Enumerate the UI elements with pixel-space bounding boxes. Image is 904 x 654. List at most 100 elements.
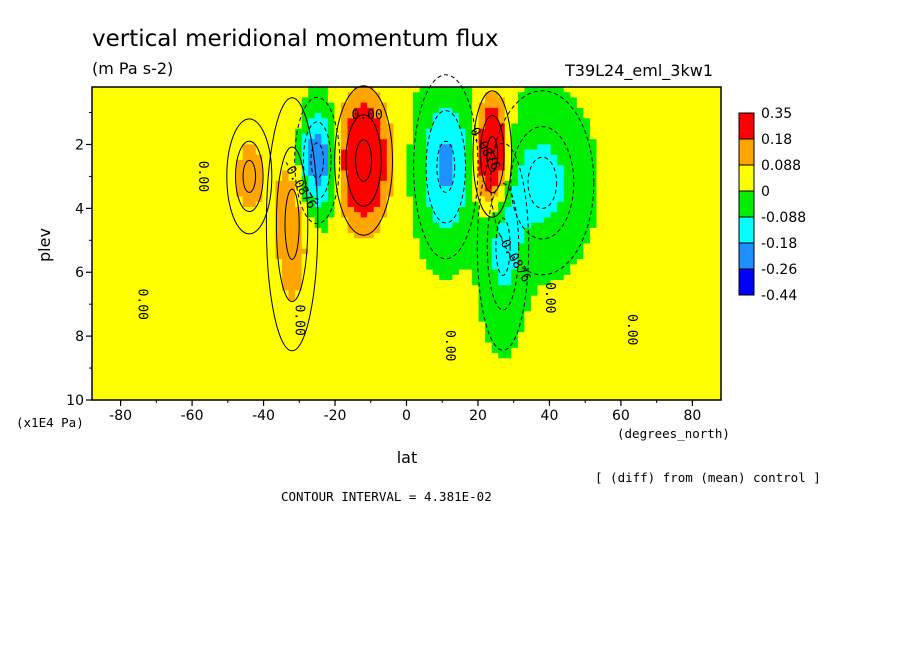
heatmap-cell bbox=[393, 233, 401, 239]
heatmap-cell bbox=[688, 113, 696, 119]
heatmap-cell bbox=[229, 113, 237, 119]
heatmap-cell bbox=[137, 326, 146, 333]
heatmap-cell bbox=[445, 337, 453, 344]
heatmap-cell bbox=[92, 154, 100, 161]
heatmap-cell bbox=[622, 186, 630, 192]
heatmap-cell bbox=[445, 201, 453, 208]
heatmap-cell bbox=[183, 259, 191, 265]
heatmap-cell bbox=[714, 92, 722, 99]
heatmap-cell bbox=[262, 295, 270, 302]
heatmap-cell bbox=[164, 113, 172, 119]
heatmap-cell bbox=[308, 186, 316, 192]
heatmap-cell bbox=[262, 206, 270, 213]
heatmap-cell bbox=[262, 128, 270, 135]
heatmap-cell bbox=[249, 253, 257, 260]
heatmap-cell bbox=[694, 87, 702, 93]
heatmap-cell bbox=[714, 139, 722, 145]
heatmap-cell bbox=[340, 113, 349, 119]
heatmap-cell bbox=[570, 332, 578, 338]
heatmap-cell bbox=[190, 180, 198, 187]
heatmap-cell bbox=[255, 238, 263, 245]
heatmap-cell bbox=[321, 128, 329, 135]
heatmap-cell bbox=[347, 321, 355, 328]
heatmap-cell bbox=[465, 295, 473, 302]
heatmap-cell bbox=[557, 227, 565, 234]
heatmap-cell bbox=[282, 337, 290, 344]
heatmap-cell bbox=[517, 238, 526, 245]
heatmap-cell bbox=[707, 337, 716, 344]
heatmap-cell bbox=[268, 222, 277, 229]
heatmap-cell bbox=[150, 118, 159, 125]
heatmap-cell bbox=[268, 118, 277, 125]
heatmap-cell bbox=[517, 290, 526, 297]
heatmap-cell bbox=[596, 353, 604, 359]
heatmap-cell bbox=[386, 342, 394, 349]
heatmap-cell bbox=[144, 87, 152, 93]
heatmap-cell bbox=[465, 285, 473, 292]
heatmap-cell bbox=[426, 92, 434, 99]
heatmap-cell bbox=[334, 113, 342, 119]
heatmap-cell bbox=[282, 259, 290, 265]
heatmap-cell bbox=[445, 212, 453, 219]
heatmap-cell bbox=[216, 290, 224, 297]
heatmap-cell bbox=[373, 347, 381, 354]
heatmap-cell bbox=[432, 243, 440, 250]
heatmap-cell bbox=[223, 311, 231, 318]
heatmap-cell bbox=[314, 186, 322, 192]
heatmap-cell bbox=[301, 97, 309, 104]
heatmap-cell bbox=[406, 191, 414, 198]
heatmap-cell bbox=[537, 212, 545, 219]
heatmap-cell bbox=[616, 212, 624, 219]
heatmap-cell bbox=[170, 306, 178, 312]
heatmap-cell bbox=[268, 227, 277, 234]
heatmap-cell bbox=[124, 321, 132, 328]
heatmap-cell bbox=[105, 87, 113, 93]
heatmap-cell bbox=[668, 316, 676, 323]
heatmap-cell bbox=[662, 332, 670, 338]
heatmap-cell bbox=[137, 274, 146, 281]
heatmap-cell bbox=[635, 196, 643, 203]
heatmap-cell bbox=[668, 170, 676, 177]
heatmap-cell bbox=[203, 144, 211, 151]
heatmap-cell bbox=[170, 165, 178, 172]
heatmap-cell bbox=[216, 186, 224, 192]
heatmap-cell bbox=[648, 133, 657, 140]
heatmap-cell bbox=[275, 306, 283, 312]
heatmap-cell bbox=[111, 128, 119, 135]
heatmap-cell bbox=[255, 165, 263, 172]
heatmap-cell bbox=[498, 133, 506, 140]
heatmap-cell bbox=[308, 353, 316, 359]
heatmap-cell bbox=[609, 295, 617, 302]
heatmap-cell bbox=[157, 353, 165, 359]
heatmap-cell bbox=[334, 326, 342, 333]
heatmap-cell bbox=[570, 139, 578, 145]
heatmap-cell bbox=[419, 102, 427, 109]
heatmap-cell bbox=[707, 243, 716, 250]
heatmap-cell bbox=[445, 196, 453, 203]
heatmap-cell bbox=[642, 290, 650, 297]
heatmap-cell bbox=[629, 227, 637, 234]
heatmap-cell bbox=[694, 233, 702, 239]
heatmap-cell bbox=[170, 196, 178, 203]
heatmap-cell bbox=[196, 347, 204, 354]
heatmap-cell bbox=[635, 233, 643, 239]
heatmap-cell bbox=[504, 170, 512, 177]
heatmap-cell bbox=[327, 118, 336, 125]
heatmap-cell bbox=[642, 175, 650, 182]
heatmap-cell bbox=[203, 180, 211, 187]
heatmap-cell bbox=[445, 280, 453, 286]
heatmap-cell bbox=[203, 170, 211, 177]
heatmap-cell bbox=[498, 316, 506, 323]
heatmap-cell bbox=[530, 353, 539, 359]
heatmap-cell bbox=[465, 92, 473, 99]
heatmap-cell bbox=[609, 264, 617, 271]
heatmap-cell bbox=[465, 269, 473, 276]
heatmap-cell bbox=[308, 316, 316, 323]
heatmap-cell bbox=[282, 300, 290, 307]
heatmap-cell bbox=[334, 311, 342, 318]
heatmap-cell bbox=[642, 342, 650, 349]
heatmap-cell bbox=[662, 311, 670, 318]
heatmap-cell bbox=[707, 311, 716, 318]
heatmap-cell bbox=[314, 133, 322, 140]
heatmap-cell bbox=[255, 316, 263, 323]
